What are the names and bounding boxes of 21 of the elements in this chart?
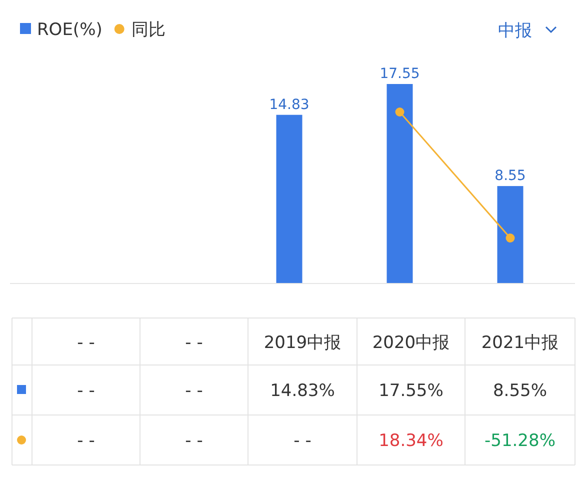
x-tick-label: 2020中报 — [372, 333, 450, 353]
text: - - — [185, 381, 203, 401]
data-label: 17.55 — [380, 66, 420, 82]
data-label: 8.55 — [494, 168, 526, 184]
legend-label: ROE(%) — [37, 20, 102, 40]
data-label: -51.28% — [484, 431, 556, 451]
text: 17.55% — [378, 381, 444, 401]
text: 14.83% — [270, 381, 335, 401]
text: 中报 — [498, 21, 532, 41]
text: - - — [77, 381, 95, 401]
text: - - — [77, 431, 95, 451]
x-tick-label: 2019中报 — [264, 333, 342, 353]
x-tick-label: - - — [185, 333, 203, 353]
data-label: 14.83 — [269, 96, 310, 113]
x-tick-label: - - — [77, 333, 95, 353]
data-label: 18.34% — [378, 431, 444, 451]
x-tick-label: 2021中报 — [481, 333, 559, 353]
text: 8.55% — [492, 381, 548, 401]
text: - - — [185, 431, 203, 451]
legend-label: 同比 — [131, 20, 166, 40]
text: - - — [294, 431, 312, 451]
